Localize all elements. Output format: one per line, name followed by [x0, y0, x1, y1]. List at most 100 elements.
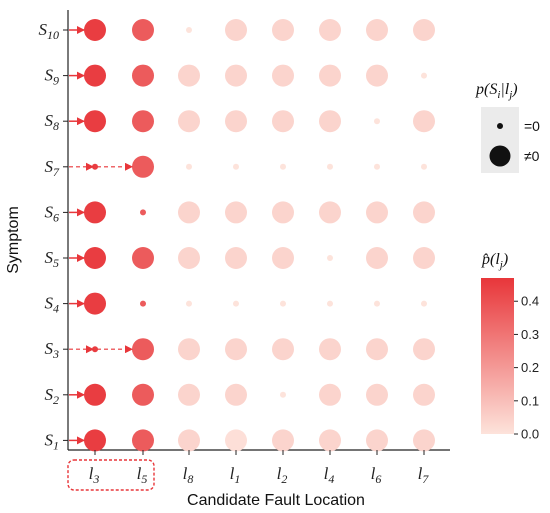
y-tick-label-S5: S5	[45, 248, 60, 270]
bubble-S9-l6	[366, 64, 388, 87]
bubble-S5-l7	[413, 247, 435, 269]
y-tick-label-S6: S6	[45, 202, 60, 224]
bubble-S8-l2	[272, 110, 294, 133]
bubble-S3-l1	[225, 338, 247, 361]
y-tick-label-S1: S1	[45, 430, 60, 452]
bubble-S6-l4	[319, 201, 341, 224]
x-tick-label-l5: l5	[137, 464, 148, 486]
bubble-S3-l4	[319, 338, 341, 361]
x-tick-label-l7: l7	[418, 464, 430, 486]
bubble-S2-l1	[225, 383, 247, 406]
bubble-S3-l3	[92, 346, 98, 353]
bubble-S9-l2	[272, 64, 294, 87]
bubble-S2-l3	[84, 383, 106, 406]
bubble-S9-l4	[319, 64, 341, 87]
bubble-S1-l8	[178, 429, 200, 452]
x-tick-label-l2: l2	[277, 464, 288, 486]
bubble-S1-l7	[413, 429, 435, 452]
bubble-S2-l4	[319, 383, 341, 406]
bubble-S2-l6	[366, 383, 388, 406]
bubble-S9-l5	[132, 64, 154, 87]
bubble-S5-l8	[178, 247, 200, 269]
bubble-S5-l5	[132, 247, 154, 269]
bubble-S1-l3	[84, 429, 106, 452]
bubble-S10-l7	[413, 19, 435, 41]
bubble-S9-l1	[225, 64, 247, 87]
bubble-S4-l2	[280, 300, 286, 307]
size-legend-nonzero-label: ≠0	[524, 148, 540, 164]
x-axis-title: Candidate Fault Location	[187, 492, 365, 509]
x-tick-label-l6: l6	[371, 464, 382, 486]
bubble-S7-l5	[132, 155, 154, 178]
bubble-S4-l4	[327, 300, 333, 307]
y-tick-label-S7: S7	[45, 157, 61, 179]
bubble-S8-l3	[84, 110, 106, 133]
arrow-layer	[69, 26, 133, 445]
bubble-S1-l4	[319, 429, 341, 452]
bubble-S4-l7	[421, 300, 427, 307]
y-tick-label-S3: S3	[45, 339, 60, 361]
bubble-S2-l2	[280, 391, 286, 398]
bubble-S4-l1	[233, 300, 239, 307]
bubble-S3-l6	[366, 338, 388, 361]
bubble-S3-l5	[132, 338, 154, 361]
bubble-S2-l7	[413, 383, 435, 406]
bubble-S9-l3	[84, 64, 106, 87]
colorbar-tick-label-4: 0.4	[521, 294, 539, 309]
colorbar-ticks: 0.0 0.1 0.2 0.3 0.4	[514, 294, 539, 442]
colorbar-legend: p̂(lj) 0.0 0.1 0.2 0.3 0.4	[481, 251, 539, 442]
bubble-S6-l2	[272, 201, 294, 224]
bubble-S8-l5	[132, 110, 154, 133]
x-tick-label-l8: l8	[183, 464, 194, 486]
colorbar-gradient	[481, 278, 514, 434]
bubble-S1-l2	[272, 429, 294, 452]
x-tick-label-l1: l1	[230, 464, 241, 486]
bubble-S7-l1	[233, 163, 239, 170]
bubble-S4-l3	[84, 292, 106, 315]
colorbar-tick-label-0: 0.0	[521, 427, 539, 442]
bubble-S7-l7	[421, 163, 427, 170]
bubble-S5-l3	[84, 247, 106, 269]
x-tick-labels: l3 l5 l8 l1 l2 l4 l6 l7	[89, 450, 430, 486]
bubble-S5-l4	[327, 255, 333, 261]
bubble-S7-l3	[92, 163, 98, 170]
size-legend-nonzero-dot	[489, 145, 511, 167]
bubble-S10-l1	[225, 19, 247, 41]
bubble-S9-l7	[421, 72, 427, 79]
bubble-S10-l8	[186, 27, 192, 33]
bubble-S5-l6	[366, 247, 388, 269]
bubble-S4-l6	[374, 300, 380, 307]
colorbar-tick-label-3: 0.3	[521, 327, 539, 342]
dashed-arrow-mid-head-row-2	[86, 345, 94, 354]
colorbar-tick-label-1: 0.1	[521, 393, 539, 408]
highlight-box	[67, 459, 155, 491]
dashed-arrow-mid-head-row-6	[86, 162, 94, 171]
bubble-S7-l2	[280, 163, 286, 170]
bubble-S10-l4	[319, 19, 341, 41]
bubble-S8-l6	[374, 118, 380, 125]
bubble-S8-l7	[413, 110, 435, 133]
bubble-S2-l5	[132, 383, 154, 406]
bubble-S6-l5	[140, 209, 146, 216]
x-tick-label-l3: l3	[89, 464, 100, 486]
bubble-S9-l8	[178, 64, 200, 87]
size-legend-title: p(Si|lj)	[475, 81, 518, 101]
x-tick-label-l4: l4	[324, 464, 335, 486]
bubble-S6-l6	[366, 201, 388, 224]
bubble-S4-l5	[140, 300, 146, 307]
bubble-S10-l6	[366, 19, 388, 41]
axes	[67, 10, 450, 451]
y-axis-title: Symptom	[5, 206, 22, 274]
bubble-S7-l8	[186, 163, 192, 170]
y-tick-label-S8: S8	[45, 111, 60, 133]
bubble-S7-l6	[374, 163, 380, 170]
colorbar-tick-label-2: 0.2	[521, 360, 539, 375]
bubble-S1-l5	[132, 429, 154, 452]
bubble-S7-l4	[327, 163, 333, 170]
bubble-S5-l2	[272, 247, 294, 269]
size-legend: p(Si|lj) =0 ≠0	[475, 81, 540, 173]
bubble-S6-l1	[225, 201, 247, 224]
y-tick-labels: S1 S2 S3 S4 S5 S6 S7 S8 S9 S10	[39, 20, 68, 452]
bubble-S8-l1	[225, 110, 247, 133]
bubble-S6-l3	[84, 201, 106, 224]
